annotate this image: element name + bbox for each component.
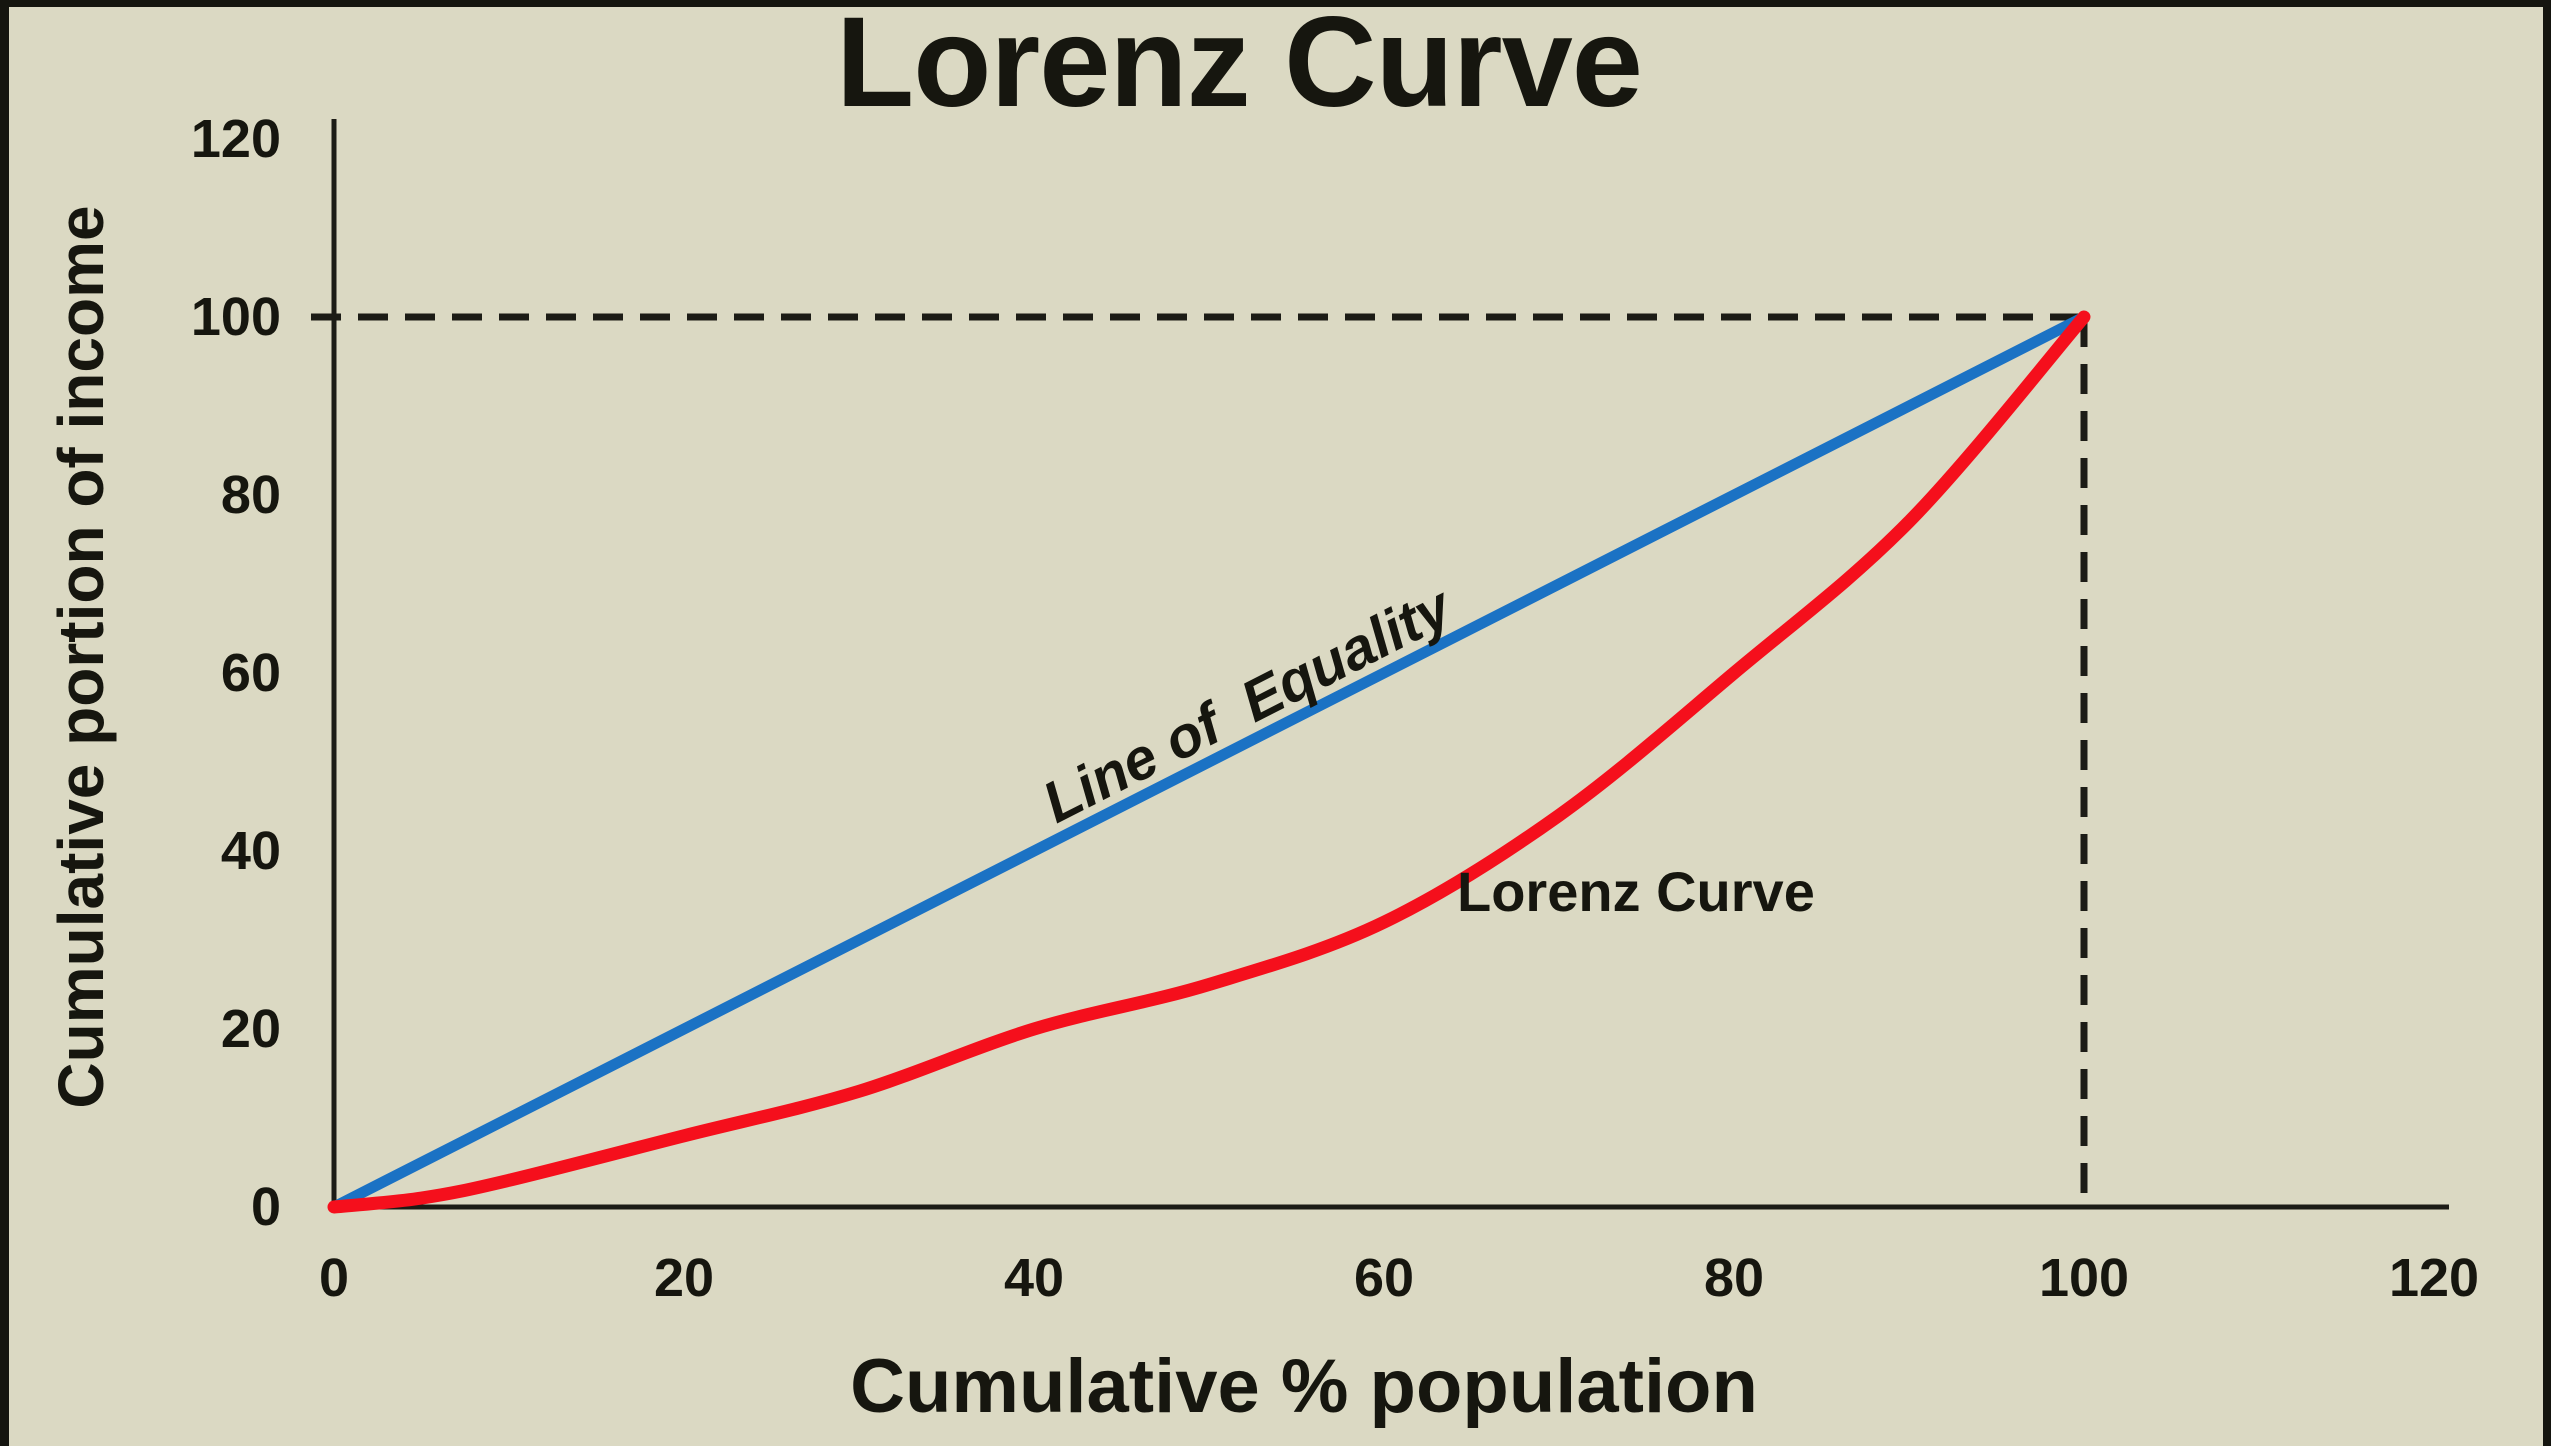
y-tick-label-20: 20 [220, 999, 281, 1059]
lorenz-curve-label: Lorenz Curve [1457, 860, 1815, 923]
y-tick-label-120: 120 [190, 109, 281, 169]
x-tick-label-120: 120 [2388, 1248, 2480, 1308]
x-tick-label-20: 20 [653, 1248, 715, 1308]
x-tick-label-40: 40 [1003, 1248, 1065, 1308]
y-tick-label-0: 0 [250, 1177, 281, 1237]
equality-line [328, 311, 2090, 1213]
lorenz-curve-line [327, 310, 2091, 1214]
x-axis-title: Cumulative % population [850, 1344, 1758, 1429]
x-tick-label-80: 80 [1703, 1248, 1765, 1308]
x-tick-label-100: 100 [2038, 1248, 2130, 1308]
y-tick-label-80: 80 [220, 465, 281, 525]
y-tick-label-60: 60 [220, 643, 281, 703]
x-tick-label-60: 60 [1353, 1248, 1415, 1308]
y-tick-label-40: 40 [220, 821, 281, 881]
x-tick-label-0: 0 [318, 1248, 350, 1308]
chart-title: Lorenz Curve [836, 0, 1643, 134]
y-tick-label-100: 100 [190, 287, 281, 347]
plot-area [311, 119, 2449, 1214]
